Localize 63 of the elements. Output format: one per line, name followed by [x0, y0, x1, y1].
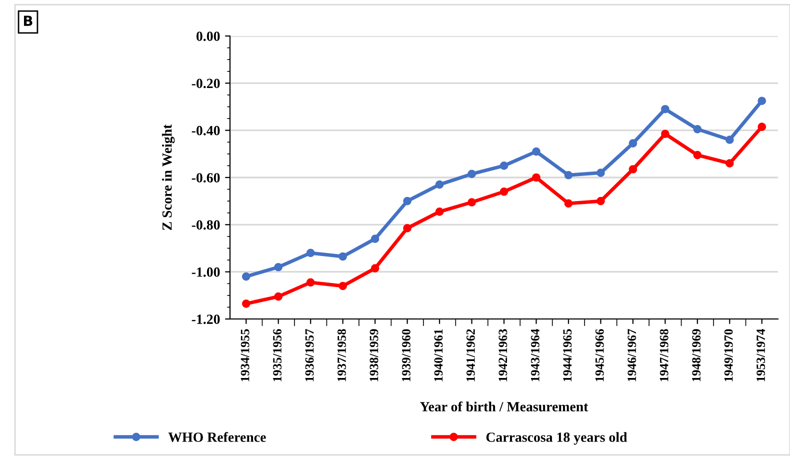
point: [661, 130, 670, 138]
x-axis-title: Year of birth / Measurement: [420, 402, 588, 412]
point: [693, 124, 702, 134]
point: [628, 165, 638, 174]
point: [468, 198, 476, 206]
x-tick-label: 1944/1965: [563, 329, 572, 382]
y-tick-label: -0.20: [192, 78, 220, 88]
point: [274, 262, 283, 272]
point: [403, 196, 412, 206]
point: [403, 224, 412, 232]
legend-label: Carrascosa 18 years old: [486, 432, 628, 445]
x-tick-label: 1935/1956: [273, 329, 282, 382]
point: [435, 180, 444, 189]
point: [370, 234, 380, 243]
point: [661, 104, 670, 114]
point: [242, 272, 250, 281]
point: [338, 282, 347, 290]
x-tick-label: 1949/1970: [724, 329, 733, 382]
point: [306, 278, 315, 287]
x-tick-label: 1943/1964: [530, 328, 540, 382]
x-tick-label: 1953/1974: [756, 328, 766, 382]
point: [564, 199, 573, 208]
x-tick-label: 1936/1957: [305, 329, 314, 382]
point: [468, 170, 476, 178]
point: [725, 136, 734, 144]
y-tick-label: 0.00: [196, 32, 220, 42]
x-tick-label: 1939/1960: [402, 329, 410, 382]
point: [274, 292, 283, 301]
y-tick-label: -0.80: [192, 220, 220, 230]
x-tick-label: 1941/1962: [466, 329, 475, 382]
point: [500, 187, 508, 196]
y-tick-label: -1.20: [192, 314, 220, 324]
point: [693, 150, 702, 160]
point: [725, 159, 734, 168]
x-tick-label: 1945/1966: [595, 329, 604, 382]
point: [758, 96, 766, 106]
point: [500, 162, 508, 170]
point: [758, 122, 766, 131]
text: B: [24, 16, 32, 26]
y-axis-title: Z Score in Weight: [162, 124, 175, 230]
point: [532, 147, 540, 156]
point: [370, 264, 380, 272]
point: [306, 248, 315, 258]
x-tick-label: 1948/1969: [692, 329, 701, 382]
point: [596, 168, 605, 177]
x-tick-label: 1940/1961: [434, 329, 443, 382]
point: [596, 196, 605, 206]
point: [242, 300, 250, 308]
x-tick-label: 1938/1959: [370, 329, 378, 382]
legend-label: WHO Reference: [168, 432, 266, 442]
x-tick-label: 1934/1955: [240, 329, 250, 382]
x-tick-label: 1942/1963: [498, 329, 508, 382]
y-tick-label: -0.40: [192, 126, 220, 136]
x-tick-label: 1947/1968: [660, 329, 668, 382]
point: [564, 170, 573, 180]
x-tick-label: 1937/1958: [338, 329, 346, 382]
y-tick-label: -0.60: [192, 173, 220, 183]
point: [435, 208, 444, 216]
point: [532, 173, 540, 182]
x-tick-label: 1946/1967: [628, 329, 636, 382]
y-tick-label: -1.00: [192, 267, 220, 277]
point: [628, 139, 638, 148]
point: [338, 252, 347, 261]
